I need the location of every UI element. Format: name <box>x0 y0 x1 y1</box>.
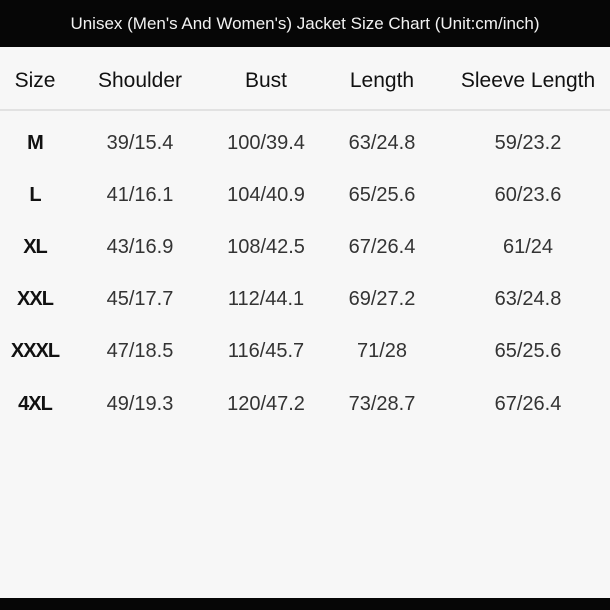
chart-title: Unisex (Men's And Women's) Jacket Size C… <box>70 13 540 33</box>
cell-bust: 104/40.9 <box>227 184 305 206</box>
cell-bust: 116/45.7 <box>227 340 305 362</box>
cell-shoulder: 49/19.3 <box>106 393 174 415</box>
cell-length: 65/25.6 <box>348 184 416 206</box>
cell-length: 69/27.2 <box>348 288 416 310</box>
header-length: Length <box>349 69 415 92</box>
cell-bust: 120/47.2 <box>227 393 305 415</box>
cell-length: 73/28.7 <box>348 393 416 415</box>
header-size: Size <box>14 69 56 92</box>
cell-bust: 108/42.5 <box>227 236 305 258</box>
cell-shoulder: 45/17.7 <box>106 288 174 310</box>
cell-sleeve-length: 60/23.6 <box>494 184 562 206</box>
cell-sleeve-length: 59/23.2 <box>494 132 562 154</box>
cell-length: 71/28 <box>356 340 408 362</box>
cell-shoulder: 47/18.5 <box>106 340 174 362</box>
table-row: M 39/15.4 100/39.4 63/24.8 59/23.2 <box>0 132 610 162</box>
table-header-row: Size Shoulder Bust Length Sleeve Length <box>0 55 610 111</box>
cell-sleeve-length: 67/26.4 <box>494 393 562 415</box>
chart-title-bar: Unisex (Men's And Women's) Jacket Size C… <box>0 0 610 47</box>
cell-size: XL <box>23 236 48 258</box>
cell-sleeve-length: 61/24 <box>502 236 554 258</box>
cell-sleeve-length: 65/25.6 <box>494 340 562 362</box>
cell-size: XXXL <box>10 340 60 362</box>
cell-length: 67/26.4 <box>348 236 416 258</box>
cell-size: 4XL <box>18 393 53 415</box>
header-shoulder: Shoulder <box>97 69 183 92</box>
cell-bust: 112/44.1 <box>227 288 305 310</box>
cell-length: 63/24.8 <box>348 132 416 154</box>
table-row: XL 43/16.9 108/42.5 67/26.4 61/24 <box>0 236 610 266</box>
cell-shoulder: 39/15.4 <box>106 132 174 154</box>
cell-size: L <box>29 184 41 206</box>
cell-sleeve-length: 63/24.8 <box>494 288 562 310</box>
table-row: XXXL 47/18.5 116/45.7 71/28 65/25.6 <box>0 340 610 370</box>
header-bust: Bust <box>244 69 288 92</box>
cell-shoulder: 41/16.1 <box>106 184 174 206</box>
header-sleeve-length: Sleeve Length <box>460 69 596 92</box>
table-row: XXL 45/17.7 112/44.1 69/27.2 63/24.8 <box>0 288 610 318</box>
cell-size: M <box>27 132 44 154</box>
bottom-bar <box>0 598 610 610</box>
table-row: L 41/16.1 104/40.9 65/25.6 60/23.6 <box>0 184 610 214</box>
table-row: 4XL 49/19.3 120/47.2 73/28.7 67/26.4 <box>0 393 610 423</box>
cell-bust: 100/39.4 <box>227 132 305 154</box>
cell-size: XXL <box>17 288 54 310</box>
cell-shoulder: 43/16.9 <box>106 236 174 258</box>
